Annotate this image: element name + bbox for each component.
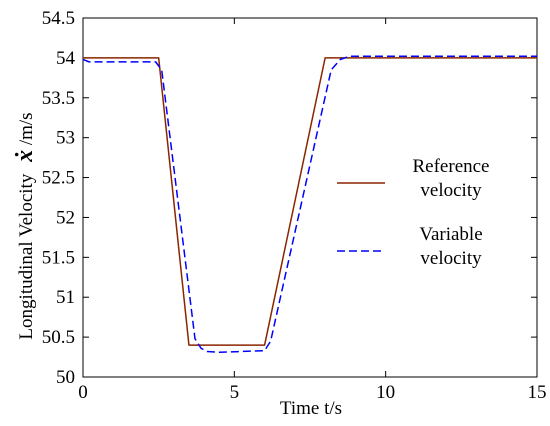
y-tick-label: 52.5	[42, 168, 75, 189]
y-tick-label: 53.5	[42, 88, 75, 109]
y-tick-label: 51.5	[42, 247, 75, 268]
y-tick-label: 54	[56, 48, 76, 69]
y-tick-label: 50	[56, 367, 75, 388]
series-lines	[82, 55, 537, 354]
x-tick-label: 15	[528, 382, 547, 403]
y-tick-label: 53	[56, 128, 75, 149]
legend-label: Reference	[413, 156, 490, 177]
legend: Reference velocity Variable velocity	[337, 156, 490, 269]
y-axis-label-group: Longitudinal Velocity ẋ /m/s	[12, 112, 38, 339]
y-axis-label-unit: /m/s	[16, 112, 37, 145]
y-tick-label: 52	[56, 207, 75, 228]
x-tick-label: 0	[78, 382, 88, 403]
y-tick-label: 51	[56, 287, 75, 308]
series-line-variable-velocity	[82, 55, 537, 354]
y-tick-label: 54.5	[42, 8, 75, 29]
y-axis-label: Longitudinal Velocity ẋ /m/s	[12, 112, 38, 339]
y-axis-label-text: Longitudinal Velocity	[16, 173, 37, 339]
x-tick-label: 10	[376, 382, 395, 403]
x-tick-label: 5	[230, 382, 240, 403]
plot-frame	[82, 17, 538, 378]
plot-area	[82, 17, 538, 378]
legend-label: Variable	[419, 224, 482, 245]
axis-tick-labels: 0 5 10 15 50 50.5 51 51.5 52 52.5 53 53.5 54 54.5	[42, 8, 547, 403]
legend-label: velocity	[420, 180, 482, 201]
y-tick-label: 50.5	[42, 327, 75, 348]
y-axis-label-symbol: ẋ	[12, 150, 38, 163]
legend-label: velocity	[420, 248, 482, 269]
series-line-reference-velocity	[83, 57, 537, 346]
x-axis-label: Time t/s	[280, 398, 342, 419]
